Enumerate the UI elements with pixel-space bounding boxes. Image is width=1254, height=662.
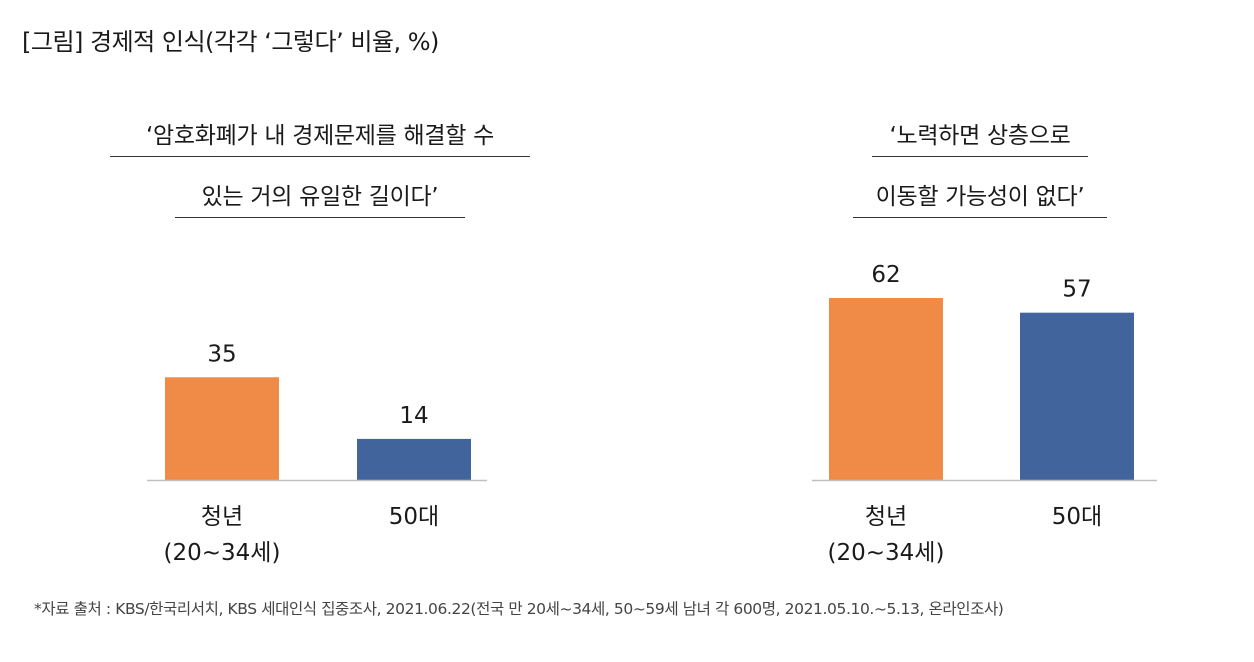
- chart-2-category-label-1-line-2: (20~34세): [828, 540, 945, 566]
- chart-2-bar-1: [829, 298, 943, 480]
- chart-2-data-label-1: 62: [871, 262, 900, 288]
- chart-1-bar-1: [165, 377, 279, 480]
- chart-1-title: ‘암호화폐가 내 경제문제를 해결할 수 있는 거의 유일한 길이다’: [60, 116, 580, 218]
- chart-1-bar-2: [357, 438, 471, 480]
- chart-1-category-label-1-line-2: (20~34세): [164, 540, 281, 566]
- chart-2-title-line-2: 이동할 가능성이 없다’: [853, 177, 1107, 218]
- chart-2-title-line-1: ‘노력하면 상층으로: [872, 116, 1088, 157]
- chart-2-category-label-1-line-1: 청년: [865, 504, 907, 530]
- chart-1-data-label-2: 14: [399, 403, 428, 429]
- chart-2-title: ‘노력하면 상층으로 이동할 가능성이 없다’: [790, 116, 1170, 218]
- chart-1-title-line-2: 있는 거의 유일한 길이다’: [175, 177, 465, 218]
- chart-1-data-label-1: 35: [207, 341, 236, 367]
- chart-1-category-label-1-line-1: 청년: [201, 504, 243, 530]
- chart-2-bar-2: [1020, 312, 1134, 480]
- figure-title: [그림] 경제적 인식(각각 ‘그렇다’ 비율, %): [22, 28, 439, 56]
- chart-2-data-label-2: 57: [1062, 277, 1091, 303]
- chart-1-title-line-1: ‘암호화폐가 내 경제문제를 해결할 수: [110, 116, 530, 157]
- chart-1-category-label-2-line-1: 50대: [389, 504, 439, 530]
- source-note: *자료 출처 : KBS/한국리서치, KBS 세대인식 집중조사, 2021.…: [34, 600, 1004, 618]
- chart-2-category-label-2-line-1: 50대: [1052, 504, 1102, 530]
